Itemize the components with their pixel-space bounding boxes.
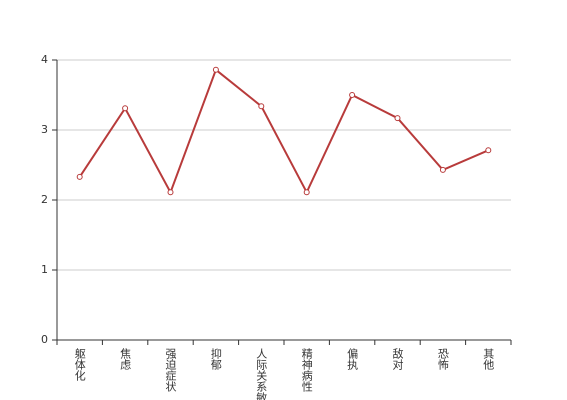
x-tick-label: 偏执 — [346, 347, 359, 371]
y-tick-label: 2 — [41, 193, 48, 206]
point — [212, 66, 219, 73]
point — [349, 92, 356, 98]
x-tick-label: 焦虑 — [119, 348, 132, 370]
x-tick-label: 精神病性 — [300, 348, 313, 393]
x-tick-label: 敌对 — [391, 347, 404, 370]
x-tick-label: 抑郁 — [209, 347, 222, 370]
x-tick-label: 躯体化 — [73, 348, 86, 382]
x-tick-label: 其他 — [482, 348, 495, 370]
point — [122, 105, 129, 112]
point — [258, 103, 265, 110]
point — [485, 147, 492, 154]
point — [394, 115, 401, 122]
y-tick-label: 1 — [41, 263, 48, 276]
line — [78, 68, 489, 195]
x-tick-label: 人际关系敏感 — [255, 348, 268, 400]
y-tick-label: 4 — [41, 53, 48, 66]
point — [167, 189, 174, 196]
y-tick-label: 3 — [41, 123, 48, 136]
y-tick-label: 0 — [41, 333, 48, 346]
x-tick-label: 强迫症状 — [164, 348, 177, 392]
point — [439, 166, 446, 173]
x-tick-label: 恐怖 — [436, 348, 449, 370]
point — [76, 173, 83, 180]
point — [303, 189, 310, 196]
